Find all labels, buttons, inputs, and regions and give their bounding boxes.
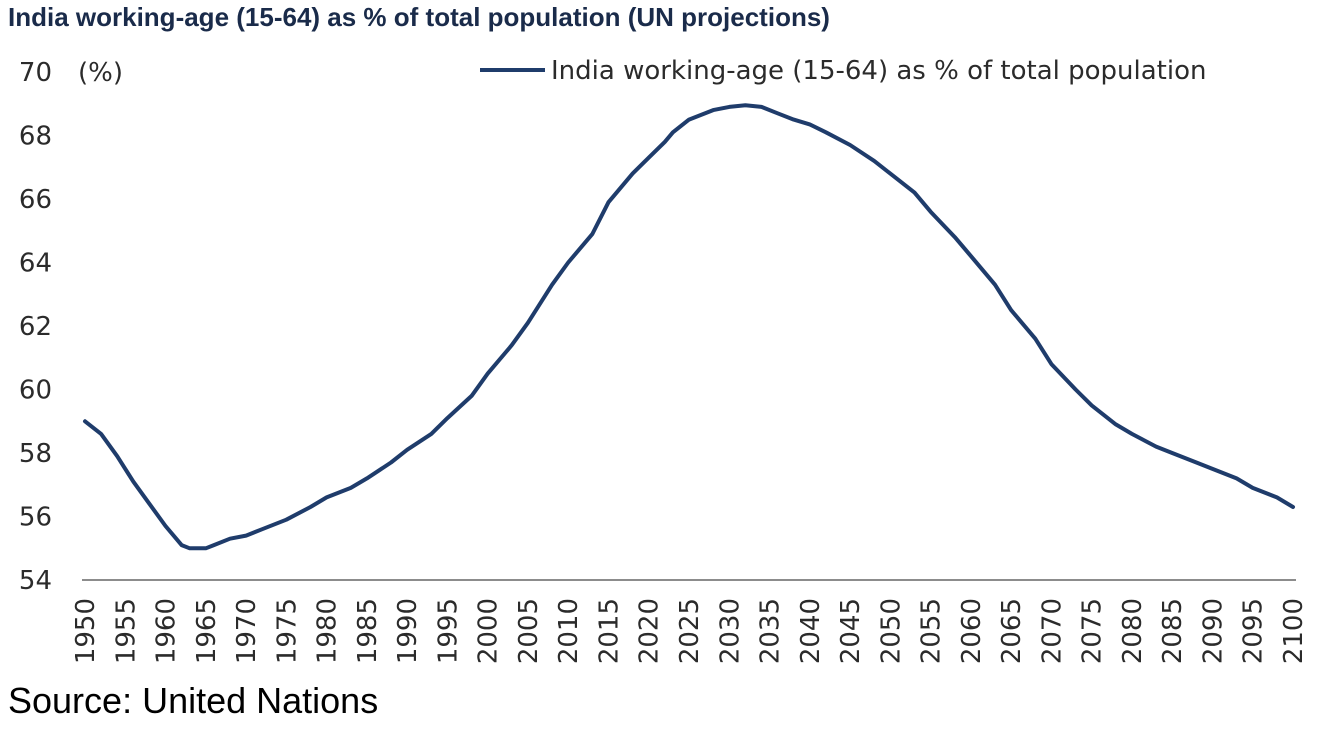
x-tick-label: 1950 xyxy=(71,598,101,664)
x-axis-ticks: 1950 1955 1960 1965 1970 1975 1980 1985 1990 1995… xyxy=(71,598,1309,664)
x-tick-label: 2080 xyxy=(1118,598,1148,664)
x-tick-label: 2045 xyxy=(836,598,866,664)
source-note: Source: United Nations xyxy=(8,680,379,721)
x-tick-label: 2030 xyxy=(715,598,745,664)
y-tick-label: 56 xyxy=(19,503,52,533)
x-tick-label: 1995 xyxy=(433,598,463,664)
x-tick-label: 1975 xyxy=(272,598,302,664)
x-tick-label: 1985 xyxy=(353,598,383,664)
x-tick-label: 2000 xyxy=(474,598,504,664)
y-tick-label: 64 xyxy=(19,249,52,279)
x-tick-label: 2015 xyxy=(594,598,624,664)
y-tick-label: 60 xyxy=(19,376,52,406)
x-tick-label: 2075 xyxy=(1078,598,1108,664)
y-tick-label: 54 xyxy=(19,566,52,596)
x-tick-label: 2055 xyxy=(917,598,947,664)
x-tick-label: 1955 xyxy=(111,598,141,664)
y-tick-label: 70 xyxy=(19,58,52,88)
y-axis-ticks: 54 56 58 60 62 64 66 68 70 xyxy=(19,58,52,596)
y-axis-unit-label: (%) xyxy=(78,58,123,88)
series-line-working-age xyxy=(83,103,1295,551)
x-tick-label: 2005 xyxy=(514,598,544,664)
x-tick-label: 1990 xyxy=(393,598,423,664)
x-tick-label: 2025 xyxy=(675,598,705,664)
x-tick-label: 2040 xyxy=(796,598,826,664)
x-tick-label: 2050 xyxy=(876,598,906,664)
x-tick-label: 1980 xyxy=(313,598,343,664)
x-tick-label: 2070 xyxy=(1037,598,1067,664)
y-tick-label: 58 xyxy=(19,439,52,469)
x-tick-label: 2020 xyxy=(635,598,665,664)
legend-label: India working-age (15-64) as % of total … xyxy=(551,56,1206,86)
x-tick-label: 2090 xyxy=(1198,598,1228,664)
x-tick-label: 2035 xyxy=(756,598,786,664)
chart-title: India working-age (15-64) as % of total … xyxy=(8,2,830,32)
y-tick-label: 68 xyxy=(19,122,52,152)
x-tick-label: 1960 xyxy=(152,598,182,664)
legend: India working-age (15-64) as % of total … xyxy=(480,56,1206,86)
x-tick-label: 2095 xyxy=(1239,598,1269,664)
x-tick-label: 2085 xyxy=(1158,598,1188,664)
x-tick-label: 2010 xyxy=(554,598,584,664)
x-tick-label: 2065 xyxy=(997,598,1027,664)
x-tick-label: 1965 xyxy=(192,598,222,664)
y-tick-label: 62 xyxy=(19,312,52,342)
x-tick-label: 2100 xyxy=(1279,598,1309,664)
x-tick-label: 2060 xyxy=(957,598,987,664)
y-tick-label: 66 xyxy=(19,185,52,215)
x-tick-label: 1970 xyxy=(232,598,262,664)
